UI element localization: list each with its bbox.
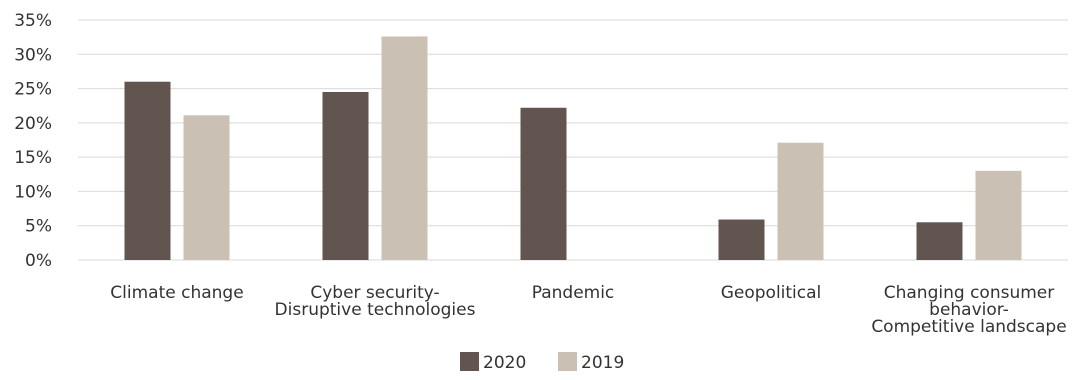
y-tick-label: 15% [14, 148, 52, 168]
legend-swatch-2020 [460, 352, 479, 371]
x-axis: Climate change Cyber security-Disruptive … [110, 283, 1066, 337]
x-category-label: Changing consumer behavior-Competitive la… [871, 283, 1066, 337]
y-tick-label: 25% [14, 80, 52, 100]
legend-label-2020: 2020 [483, 353, 526, 373]
legend: 2020 2019 [460, 352, 624, 373]
x-category-label-line: Geopolitical [721, 283, 822, 303]
y-tick-label: 30% [14, 45, 52, 65]
x-category-label-line: Disruptive technologies [275, 300, 476, 320]
x-category-label-line: behavior- [929, 300, 1009, 320]
x-category-label: Pandemic [532, 283, 615, 303]
gridlines [78, 19, 1068, 261]
x-category-label-line: Cyber security- [310, 283, 439, 303]
bar-2019 [183, 115, 230, 260]
bars [124, 36, 1022, 261]
bar-2019 [777, 142, 824, 260]
x-category-label-line: Competitive landscape [871, 317, 1066, 337]
y-tick-label: 0% [25, 251, 52, 271]
y-tick-label: 20% [14, 114, 52, 134]
bar-2020 [520, 107, 567, 261]
y-tick-label: 10% [14, 182, 52, 202]
y-axis: 0% 5% 10% 15% 20% 25% 30% 35% [14, 11, 52, 271]
x-category-label-line: Changing consumer [884, 283, 1054, 303]
x-category-label: Geopolitical [721, 283, 822, 303]
y-tick-label: 35% [14, 11, 52, 31]
x-category-label: Climate change [110, 283, 243, 303]
legend-swatch-2019 [558, 352, 577, 371]
bar-2019 [381, 36, 428, 261]
bar-2020 [916, 222, 963, 260]
bar-2019 [975, 170, 1022, 260]
y-tick-label: 5% [25, 217, 52, 237]
bar-2020 [124, 81, 171, 260]
legend-label-2019: 2019 [581, 353, 624, 373]
bar-2020 [718, 219, 765, 260]
x-category-label-line: Pandemic [532, 283, 615, 303]
x-category-label: Cyber security-Disruptive technologies [275, 283, 476, 320]
x-category-label-line: Climate change [110, 283, 243, 303]
bar-2020 [322, 92, 369, 260]
